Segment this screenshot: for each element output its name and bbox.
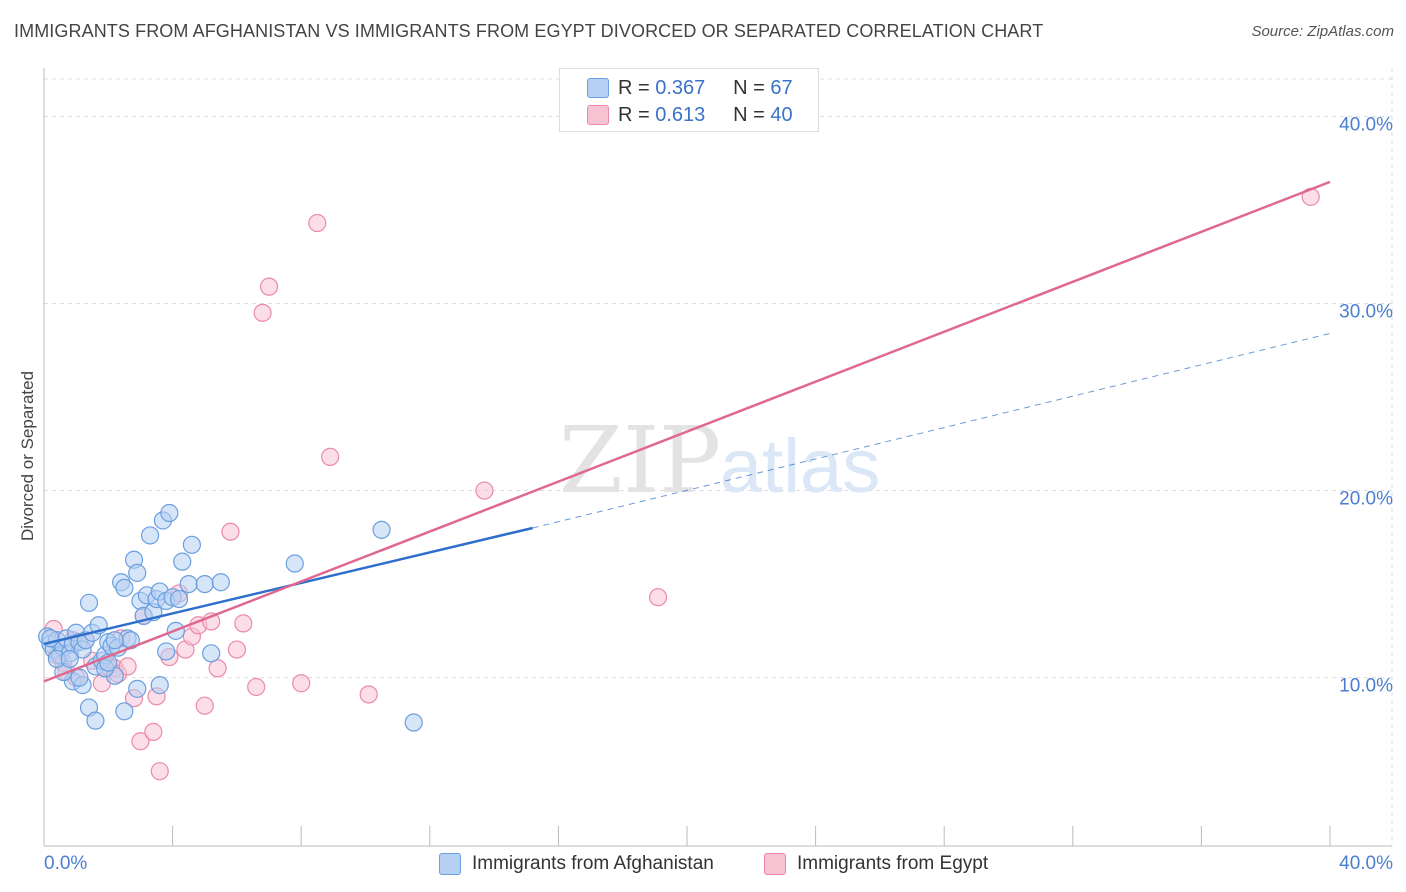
data-point-egypt <box>208 659 227 678</box>
legend-n-value: 67 <box>770 77 793 99</box>
data-point-afghanistan <box>157 642 176 661</box>
data-point-egypt <box>144 722 163 741</box>
data-point-afghanistan <box>86 711 105 730</box>
watermark-atlas: atlas <box>720 424 881 509</box>
trend-line-egypt <box>43 180 1331 683</box>
data-point-egypt <box>227 640 246 659</box>
legend-swatch-afghanistan <box>587 78 609 98</box>
data-point-afghanistan <box>285 554 304 573</box>
bottom-legend-swatch-egypt <box>764 853 786 875</box>
data-point-afghanistan <box>372 520 391 539</box>
data-point-afghanistan <box>169 589 189 609</box>
axes <box>43 68 1392 847</box>
data-point-egypt <box>359 685 378 704</box>
data-point-afghanistan <box>60 649 79 669</box>
data-point-egypt <box>118 657 137 676</box>
data-point-egypt <box>195 696 214 715</box>
y-tick-label: 40.0% <box>1339 114 1393 135</box>
data-point-afghanistan <box>160 503 179 523</box>
data-point-egypt <box>292 674 311 693</box>
data-point-egypt <box>247 677 266 697</box>
data-point-afghanistan <box>105 631 124 650</box>
data-point-afghanistan <box>211 573 230 592</box>
data-point-egypt <box>234 614 253 633</box>
tick-labels: 10.0% 20.0% 30.0% 40.0% 0.0% 40.0% <box>44 114 1393 874</box>
data-point-egypt <box>253 303 272 322</box>
data-point-afghanistan <box>115 702 134 721</box>
data-point-afghanistan <box>115 578 134 597</box>
data-point-afghanistan <box>179 574 198 594</box>
legend-r-value: 0.367 <box>655 77 706 99</box>
data-point-afghanistan <box>195 574 214 594</box>
chart-title: IMMIGRANTS FROM AFGHANISTAN VS IMMIGRANT… <box>14 21 1044 41</box>
data-point-egypt <box>221 522 240 541</box>
data-point-egypt <box>131 732 150 751</box>
y-tick-label: 20.0% <box>1339 489 1393 510</box>
legend-r-value: 0.613 <box>655 104 706 126</box>
data-point-egypt <box>648 588 668 607</box>
data-point-afghanistan <box>150 676 169 695</box>
data-point-afghanistan <box>182 535 201 554</box>
trend-lines <box>43 180 1331 683</box>
data-point-afghanistan <box>173 552 192 571</box>
bottom-legend-label-egypt: Immigrants from Egypt <box>797 853 989 874</box>
data-point-afghanistan <box>202 644 221 663</box>
x-tick-label-min: 0.0% <box>44 853 87 874</box>
data-point-egypt <box>475 481 494 500</box>
watermark: ZIP atlas <box>559 407 880 514</box>
legend-n-label: N = <box>733 77 765 99</box>
legend-swatch-egypt <box>587 105 609 125</box>
bottom-legend-swatch-afghanistan <box>439 853 461 875</box>
legend-r-label: R = <box>618 104 650 126</box>
y-tick-label: 10.0% <box>1339 676 1393 697</box>
data-point-afghanistan <box>140 526 160 545</box>
data-point-afghanistan <box>79 593 99 612</box>
data-point-egypt <box>321 447 340 466</box>
data-point-egypt <box>259 277 279 296</box>
data-point-afghanistan <box>128 563 147 582</box>
afghanistan-points <box>38 503 423 732</box>
stats-legend: R = 0.367 N = 67 R = 0.613 N = 40 <box>559 68 819 132</box>
trend-line-afghanistan-extension <box>532 332 1331 529</box>
data-point-egypt <box>308 213 327 233</box>
legend-n-label: N = <box>733 104 765 126</box>
legend-n-value: 40 <box>770 104 793 126</box>
data-point-egypt <box>150 762 169 781</box>
source-label: Source: ZipAtlas.com <box>1251 23 1394 40</box>
legend-r-label: R = <box>618 77 650 99</box>
data-point-afghanistan <box>404 713 423 732</box>
bottom-legend-label-afghanistan: Immigrants from Afghanistan <box>472 853 714 874</box>
data-point-afghanistan <box>70 668 89 687</box>
y-tick-label: 30.0% <box>1339 301 1393 322</box>
grid-lines <box>44 68 1393 846</box>
watermark-zip: ZIP <box>559 407 721 514</box>
data-point-afghanistan <box>128 679 147 698</box>
x-tick-label-max: 40.0% <box>1339 853 1393 874</box>
